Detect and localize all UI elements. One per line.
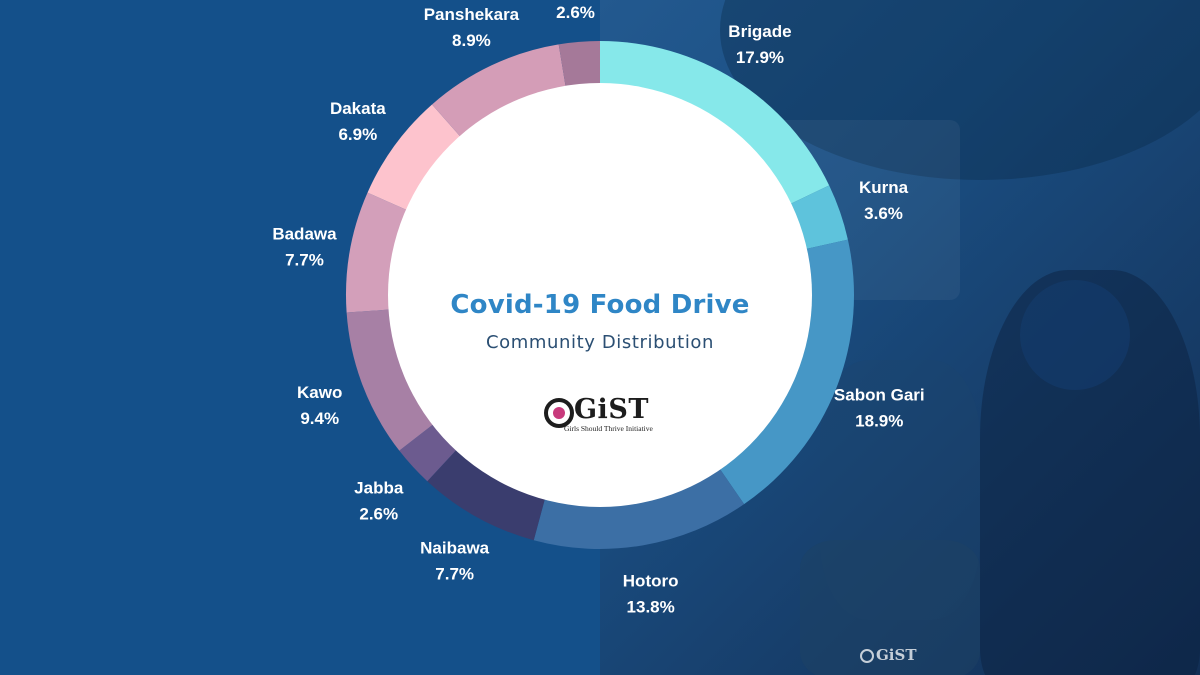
value-badawa: 7.7% bbox=[285, 250, 324, 269]
value-brigade: 17.9% bbox=[736, 48, 784, 67]
value-naibawa: 7.7% bbox=[435, 564, 474, 583]
value-jabba: 2.6% bbox=[359, 505, 398, 524]
center-panel: Covid-19 Food Drive Community Distributi… bbox=[440, 290, 760, 353]
value-dakata: 6.9% bbox=[338, 125, 377, 144]
logo-tagline: Girls Should Thrive Initiative bbox=[564, 424, 653, 433]
value-kawo: 9.4% bbox=[300, 409, 339, 428]
photo-sacks bbox=[800, 540, 980, 675]
label-brigade: Brigade bbox=[728, 22, 791, 41]
label-hotoro: Hotoro bbox=[623, 572, 679, 591]
value-kurna: 3.6% bbox=[864, 204, 903, 223]
label-jabba: Jabba bbox=[354, 479, 404, 498]
watermark-ring-icon bbox=[860, 649, 874, 663]
value-janguza: 2.6% bbox=[556, 3, 595, 22]
value-hotoro: 13.8% bbox=[627, 598, 675, 617]
watermark-text: GiST bbox=[876, 646, 917, 664]
label-naibawa: Naibawa bbox=[420, 538, 490, 557]
logo-wordmark: GiST bbox=[574, 394, 649, 425]
chart-subtitle: Community Distribution bbox=[485, 332, 715, 353]
slice-labels: Brigade 17.9% Kurna 3.6% Sabon Gari 18.9% Hoto… bbox=[272, 3, 925, 617]
logo-figure-icon bbox=[553, 407, 565, 419]
background-photo bbox=[600, 0, 1200, 675]
label-kurna: Kurna bbox=[859, 178, 909, 197]
photo-person-head bbox=[1020, 280, 1130, 390]
label-panshekara: Panshekara bbox=[424, 5, 520, 24]
donut-hole bbox=[388, 83, 812, 507]
value-panshekara: 8.9% bbox=[452, 31, 491, 50]
label-sabon-gari: Sabon Gari bbox=[834, 386, 925, 405]
chart-title: Covid-19 Food Drive bbox=[450, 290, 750, 320]
gist-logo: GiST Girls Should Thrive Initiative bbox=[544, 394, 664, 436]
label-kawo: Kawo bbox=[297, 383, 342, 402]
value-sabon-gari: 18.9% bbox=[855, 412, 903, 431]
label-badawa: Badawa bbox=[272, 224, 337, 243]
label-dakata: Dakata bbox=[330, 99, 386, 118]
watermark-logo: GiST bbox=[860, 646, 940, 666]
